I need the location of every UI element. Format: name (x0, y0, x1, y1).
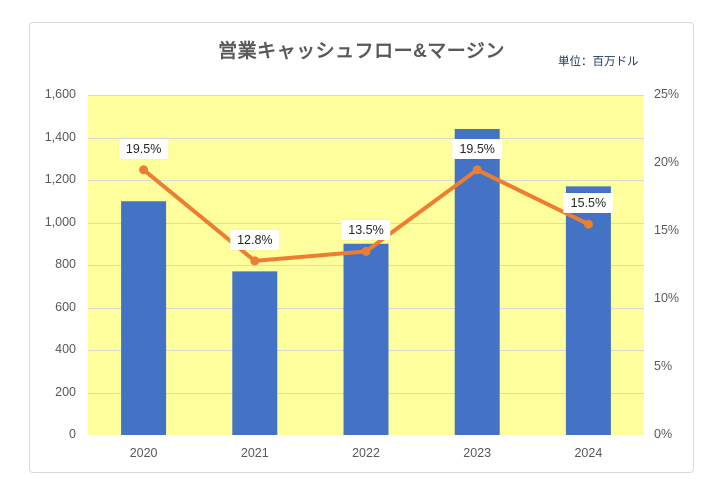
right-axis-tick: 10% (654, 291, 680, 305)
left-axis-tick: 400 (55, 342, 76, 356)
data-label-2020: 19.5% (118, 138, 169, 159)
data-label-2024: 15.5% (563, 193, 614, 214)
left-axis-tick: 600 (55, 299, 76, 314)
x-axis-label-2024: 2024 (574, 446, 603, 460)
right-axis-tick: 25% (654, 87, 680, 101)
x-axis-label-2021: 2021 (240, 446, 269, 460)
right-axis-tick: 20% (654, 155, 680, 169)
bar-2020 (121, 201, 167, 435)
x-axis-label-2023: 2023 (463, 446, 492, 460)
data-label-2023: 19.5% (452, 138, 502, 159)
bar-2021 (232, 271, 278, 435)
left-axis-tick: 200 (55, 384, 76, 399)
left-axis-tick: 800 (55, 257, 76, 271)
left-axis-tick: 1,400 (44, 129, 76, 144)
left-axis-tick: 1,200 (44, 172, 76, 186)
bar-2023 (454, 129, 500, 435)
data-label-2022: 13.5% (341, 220, 391, 241)
line-marker-2022 (361, 246, 371, 256)
x-axis-label-2022: 2022 (352, 446, 380, 460)
combo-chart-canvas (88, 95, 644, 435)
line-marker-2023 (472, 165, 482, 175)
left-axis-tick: 1,000 (44, 214, 76, 229)
right-axis-tick: 0% (654, 427, 673, 441)
unit-label: 単位：百万ドル (558, 56, 639, 68)
line-marker-2021 (250, 256, 260, 266)
x-axis-label-2020: 2020 (129, 446, 158, 460)
bar-2022 (343, 243, 389, 435)
left-axis-tick: 0 (69, 427, 76, 441)
line-marker-2024 (583, 219, 593, 229)
line-marker-2020 (139, 165, 149, 175)
data-label-2021: 12.8% (230, 229, 280, 250)
left-axis-tick: 1,600 (44, 87, 76, 101)
chart-title: 営業キャッシュフロー&マージン (218, 41, 505, 62)
plot-area (88, 95, 644, 435)
right-axis-tick: 5% (654, 359, 673, 373)
right-axis-tick: 15% (654, 223, 680, 237)
